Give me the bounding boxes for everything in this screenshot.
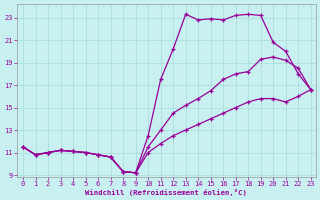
X-axis label: Windchill (Refroidissement éolien,°C): Windchill (Refroidissement éolien,°C) (85, 189, 247, 196)
